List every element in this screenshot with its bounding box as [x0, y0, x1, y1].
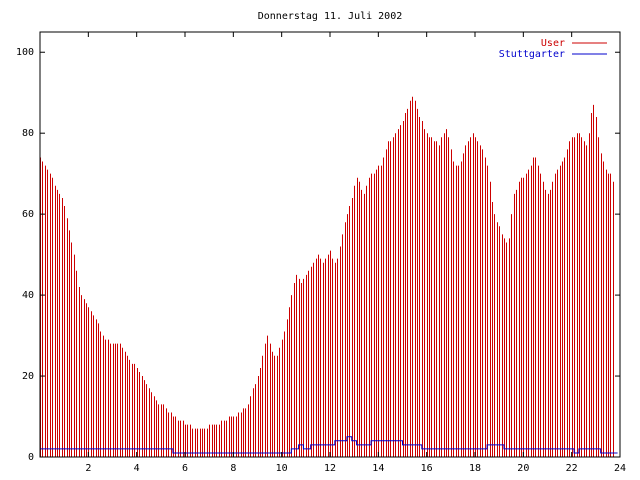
legend: User Stuttgarter — [499, 38, 607, 60]
y-tick-label: 80 — [22, 128, 34, 139]
y-tick-label: 20 — [22, 371, 34, 382]
x-tick-label: 6 — [182, 463, 188, 474]
x-tick-label: 22 — [566, 463, 578, 474]
legend-label-user: User — [541, 38, 565, 49]
y-tick-label: 40 — [22, 290, 34, 301]
x-tick-label: 16 — [421, 463, 433, 474]
x-tick-label: 12 — [324, 463, 336, 474]
x-tick-label: 4 — [134, 463, 140, 474]
stuttgarter-layer — [40, 436, 618, 454]
user-bars — [40, 96, 614, 457]
legend-label-stuttgarter: Stuttgarter — [499, 49, 565, 60]
x-tick-label: 8 — [230, 463, 236, 474]
x-tick-label: 18 — [469, 463, 481, 474]
chart-title: Donnerstag 11. Juli 2002 — [258, 11, 403, 22]
x-tick-label: 14 — [372, 463, 384, 474]
stuttgarter-line — [40, 436, 618, 454]
y-tick-label: 0 — [28, 452, 34, 463]
y-tick-label: 60 — [22, 209, 34, 220]
x-tick-label: 2 — [85, 463, 91, 474]
x-tick-label: 24 — [614, 463, 626, 474]
y-tick-label: 100 — [16, 47, 34, 58]
x-tick-label: 20 — [517, 463, 529, 474]
x-tick-label: 10 — [276, 463, 288, 474]
